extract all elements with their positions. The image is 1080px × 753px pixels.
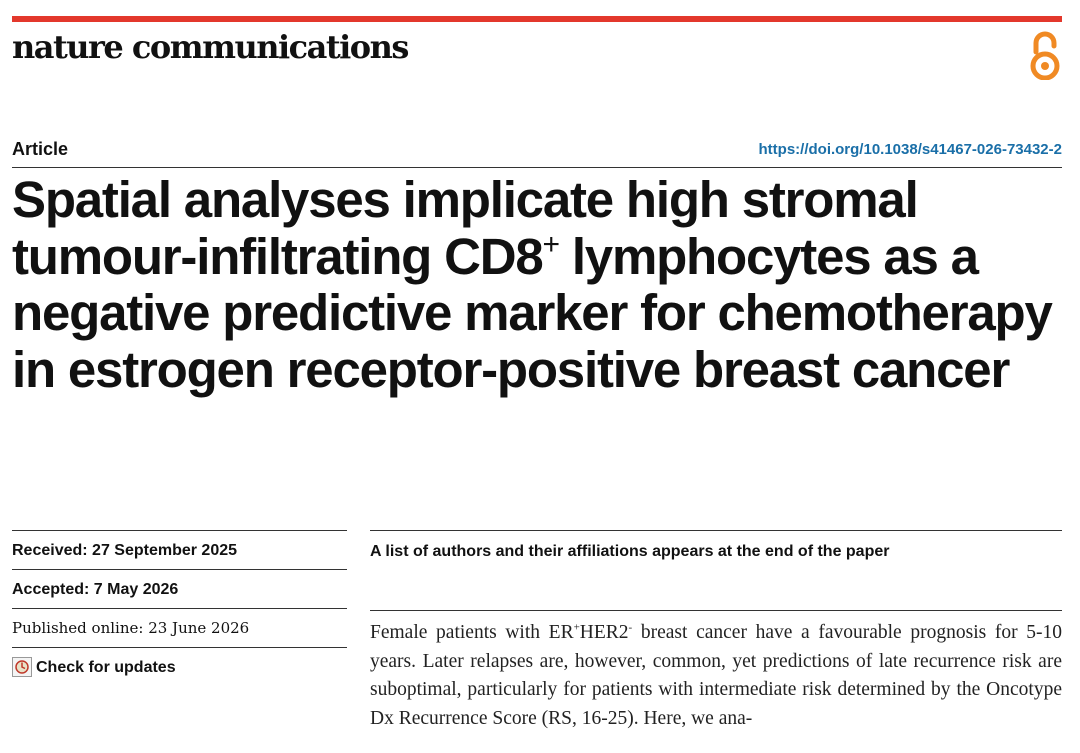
title-superscript: + bbox=[542, 227, 561, 261]
article-front-matter: A list of authors and their affiliations… bbox=[370, 530, 1062, 753]
abstract-text-her2: HER2 bbox=[579, 622, 629, 643]
check-updates-icon bbox=[12, 657, 32, 677]
article-type-label: Article bbox=[12, 139, 69, 159]
open-access-icon bbox=[1030, 31, 1060, 80]
divider bbox=[12, 167, 1062, 168]
divider bbox=[370, 610, 1062, 611]
received-date: Received: 27 September 2025 bbox=[12, 530, 347, 569]
accepted-text: Accepted: 7 May 2026 bbox=[12, 581, 179, 598]
title-text-cont: lymphocytes as a negative predictive mar… bbox=[12, 227, 1053, 398]
title-text: Spatial analyses implicate high stromal … bbox=[12, 171, 919, 285]
accepted-date: Accepted: 7 May 2026 bbox=[12, 569, 347, 608]
journal-name[interactable]: nature communications bbox=[12, 28, 409, 66]
article-title: Spatial analyses implicate high stromal … bbox=[12, 171, 1072, 398]
received-text: Received: 27 September 2025 bbox=[12, 542, 238, 559]
abstract-sup-her2: - bbox=[628, 621, 633, 634]
published-date: Published online: 23 June 2026 bbox=[12, 608, 347, 647]
divider bbox=[370, 530, 1062, 531]
abstract-text: Female patients with ER bbox=[370, 622, 574, 643]
abstract-text-cont: breast cancer have a favourable prognosi… bbox=[370, 622, 1062, 729]
abstract: Female patients with ER+HER2- breast can… bbox=[370, 619, 1062, 733]
abstract-sup-er: + bbox=[573, 621, 580, 634]
doi-link[interactable]: https://doi.org/10.1038/s41467-026-73432… bbox=[758, 141, 1063, 158]
authors-note: A list of authors and their affiliations… bbox=[370, 543, 890, 560]
check-updates-button[interactable]: Check for updates bbox=[12, 647, 347, 686]
check-updates-label: Check for updates bbox=[36, 658, 176, 676]
article-dates: Received: 27 September 2025 Accepted: 7 … bbox=[12, 530, 347, 686]
journal-accent-bar bbox=[12, 16, 1062, 22]
